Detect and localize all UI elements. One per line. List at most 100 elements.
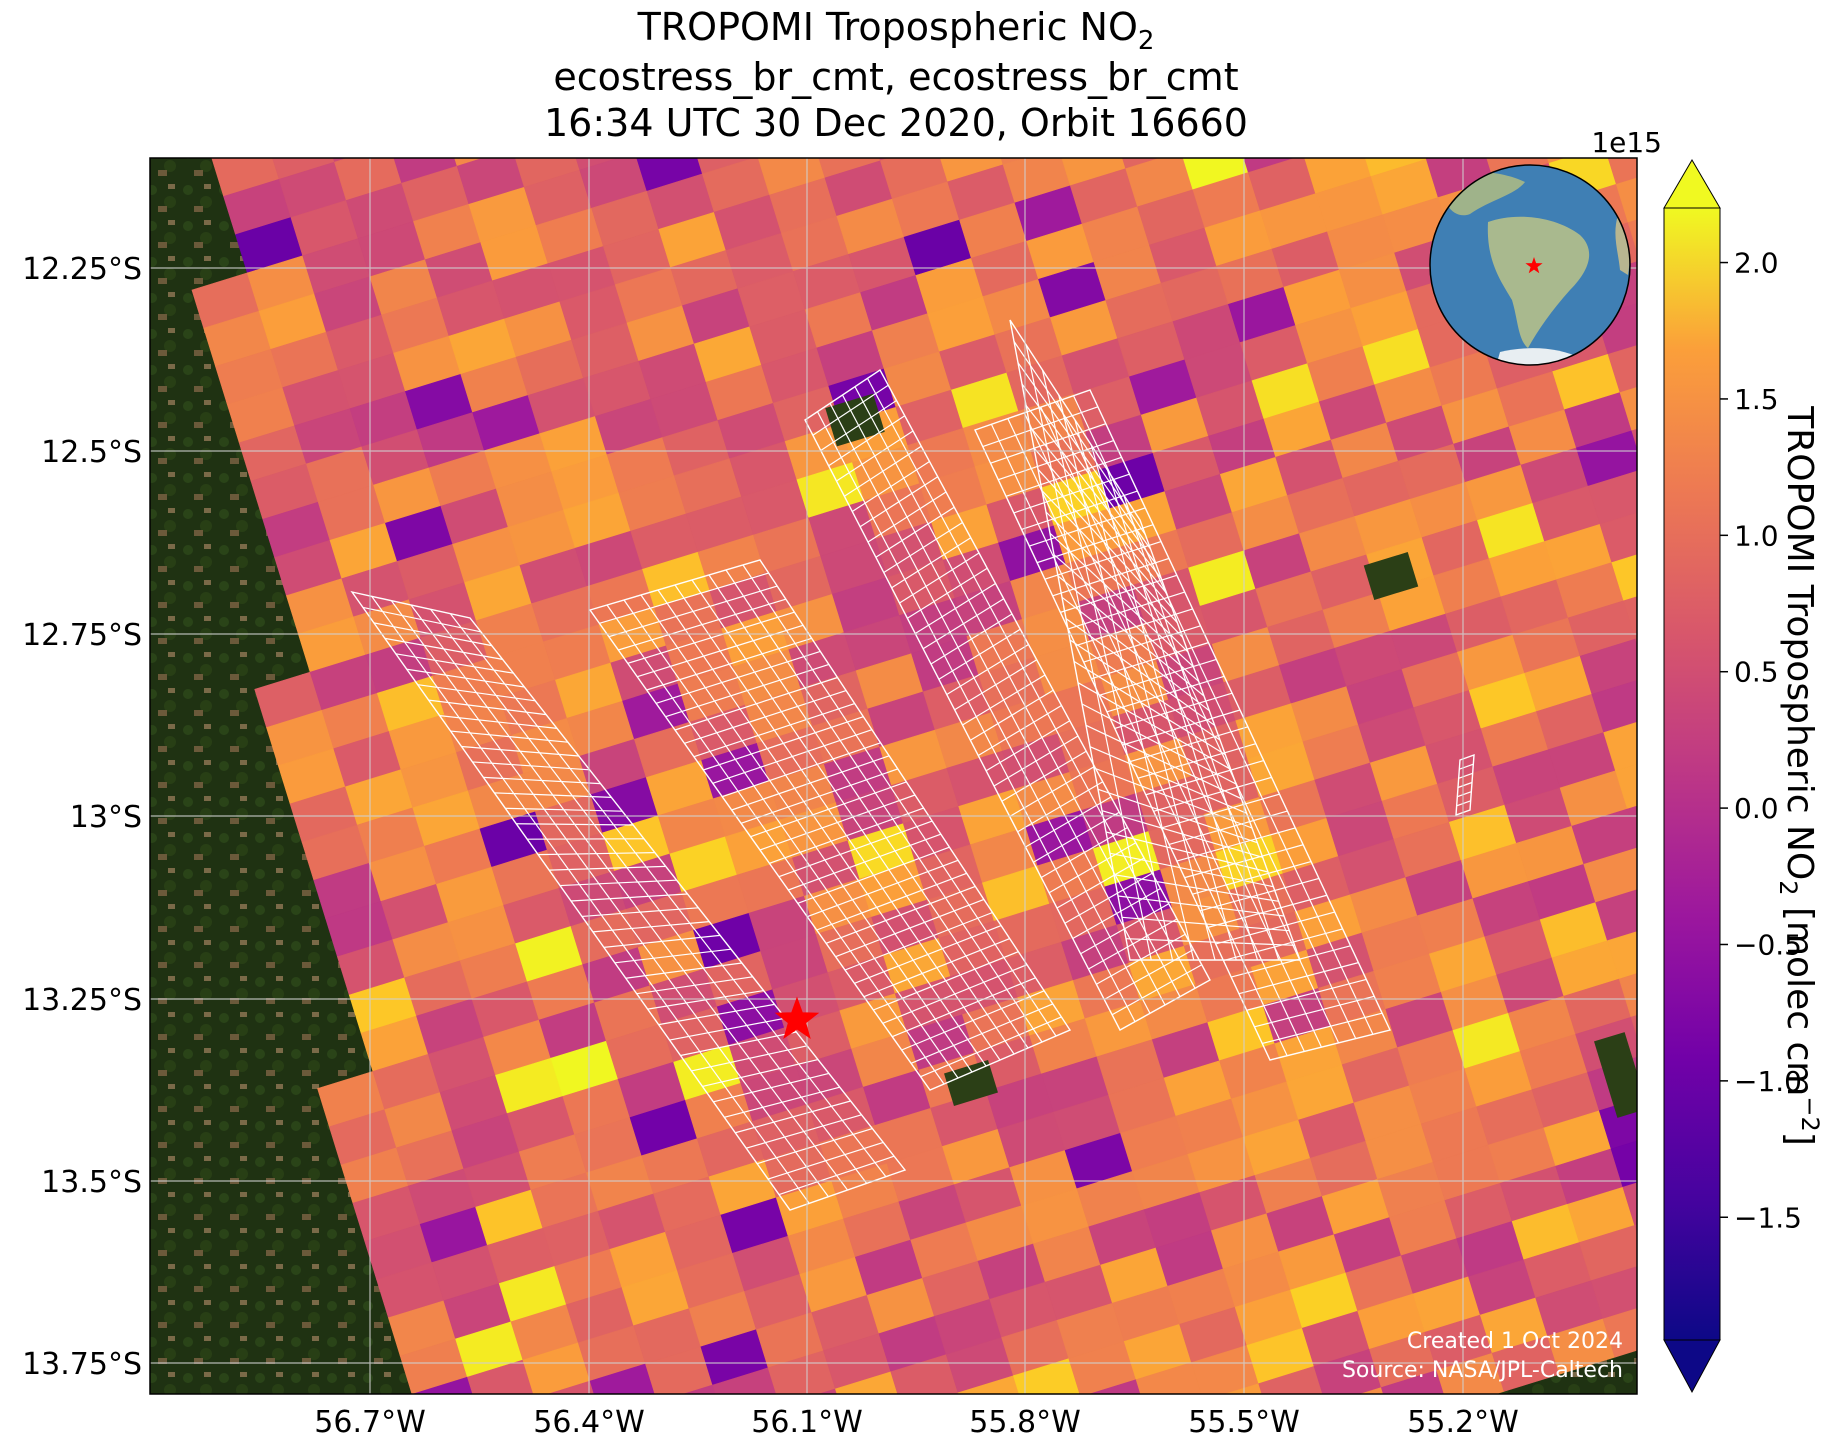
swath-mesh-line xyxy=(873,951,1019,1011)
swath-mesh-line xyxy=(1176,827,1296,862)
land-patch xyxy=(1594,1032,1637,1118)
swath-mesh-line xyxy=(1192,861,1312,895)
no2-pixel xyxy=(835,1371,898,1394)
colorbar-tick-label: −1.5 xyxy=(1734,1201,1802,1234)
no2-pixel xyxy=(1602,1308,1637,1358)
swath-mesh-line xyxy=(914,582,996,635)
swath-mesh-line xyxy=(646,637,812,691)
land-patch xyxy=(825,393,885,447)
swath-mesh-line xyxy=(844,911,993,971)
credit-created: Created 1 Oct 2024 xyxy=(1407,1329,1623,1354)
swath-mesh-line xyxy=(797,846,950,904)
swath-mesh-line xyxy=(1033,447,1173,609)
swath-mesh-line xyxy=(417,684,536,702)
no2-pixel xyxy=(1623,596,1637,640)
swath-mesh-line xyxy=(538,852,655,856)
swath-mesh-line xyxy=(1072,887,1161,940)
swath-mesh-line xyxy=(1081,703,1237,785)
x-tick-label: 56.7°W xyxy=(314,1405,425,1440)
swath-mesh-line xyxy=(1458,772,1473,779)
no2-pixel xyxy=(1595,889,1637,942)
target-star-marker[interactable] xyxy=(774,996,820,1039)
colorbar-tick-label: 1.5 xyxy=(1734,383,1779,416)
swath-mesh-line xyxy=(982,406,1099,448)
swath-mesh-line xyxy=(570,893,688,902)
swath-mesh-line xyxy=(625,962,742,979)
no2-pixel xyxy=(1578,1225,1637,1282)
swath-mesh-line xyxy=(614,948,732,964)
no2-pixel xyxy=(1627,219,1637,253)
y-axis-ticks: 12.25°S 12.5°S 12.75°S 13°S 13.25°S 13.5°S 13.… xyxy=(22,252,142,1382)
no2-pixel xyxy=(1579,638,1637,695)
no2-pixel xyxy=(1615,763,1637,810)
swath-mesh-line xyxy=(560,879,677,887)
land-patch xyxy=(944,1060,998,1106)
swath-mesh-line xyxy=(1103,948,1194,1001)
swath-mesh-line xyxy=(1105,831,1269,873)
swath-mesh-line xyxy=(759,794,916,851)
x-tick-label: 56.1°W xyxy=(751,1405,862,1440)
x-axis-ticks: 56.7°W 56.4°W 56.1°W 55.8°W 55.5°W 55.2°W xyxy=(314,1405,1518,1440)
no2-pixel xyxy=(1619,386,1637,432)
title-line-2: ecostress_br_cmt, ecostress_br_cmt xyxy=(553,55,1238,99)
no2-pixel xyxy=(1610,1140,1637,1188)
no2-pixel xyxy=(1088,1379,1141,1394)
no2-pixel xyxy=(1607,158,1637,185)
swath-mesh-line xyxy=(1238,962,1359,995)
swath-mesh-line xyxy=(807,859,959,918)
swath-mesh-line xyxy=(1025,404,1162,580)
swath-mesh-line xyxy=(993,735,1079,787)
swath-mesh-line xyxy=(1093,767,1253,829)
no2-pixel xyxy=(547,1380,595,1394)
swath-mesh-line xyxy=(938,628,1021,680)
swath-mesh-line xyxy=(788,833,942,891)
y-tick-label: 12.5°S xyxy=(41,435,142,470)
swath-mesh-line xyxy=(655,650,821,704)
swath-mesh-line xyxy=(713,1072,830,1103)
swath-mesh-line xyxy=(769,807,924,864)
no2-pixel xyxy=(1607,345,1637,393)
swath-mesh-line xyxy=(599,572,769,624)
swath-mesh-line xyxy=(828,415,906,467)
swath-mesh-line xyxy=(461,745,579,757)
map-panel[interactable]: Created 1 Oct 2024 Source: NASA/JPL-Calt… xyxy=(150,94,1711,1442)
chart-title: TROPOMI Tropospheric NO2 ecostress_br_cm… xyxy=(544,5,1248,145)
colorbar: 1e15 2.0 1.5 1.0 0.5 0.0 −0.5 −1.0 −1.5 TROPOMI… xyxy=(1591,126,1824,1394)
no2-pixel xyxy=(1591,680,1637,733)
swath-mesh-line xyxy=(669,1017,786,1041)
swath-mesh-line xyxy=(1117,895,1285,917)
no2-pixel xyxy=(1590,1266,1637,1320)
swath-mesh-line xyxy=(1091,642,1209,680)
ecostress-swath-grid xyxy=(350,319,1475,1211)
swath-mesh-line xyxy=(854,924,1002,984)
globe-south-america xyxy=(1487,216,1590,348)
swath-mesh-line xyxy=(930,613,1013,665)
swath-mesh-line xyxy=(703,716,864,771)
swath-mesh-line xyxy=(1061,596,1210,712)
colorbar-tick-label: 0.5 xyxy=(1734,656,1779,689)
swath-mesh-line xyxy=(384,637,503,660)
swath-mesh-line xyxy=(1040,826,1128,879)
no2-pixel xyxy=(1615,177,1637,223)
swath-mesh-line xyxy=(647,990,764,1010)
no2-pixel xyxy=(712,1367,777,1394)
swath-mesh-line xyxy=(684,689,847,744)
swath-mesh-line xyxy=(1231,945,1351,978)
swath-mesh-line xyxy=(1036,524,1154,564)
swath-mesh-line xyxy=(406,668,525,688)
no2-pixel xyxy=(467,1359,534,1394)
swath-mesh-line xyxy=(1125,938,1295,946)
swath-mesh-line xyxy=(516,823,634,826)
swath-mesh-line xyxy=(665,663,830,718)
swath-mesh-line xyxy=(977,704,1062,757)
swath-mesh-line xyxy=(1223,928,1343,962)
credit-source: Source: NASA/JPL-Caltech xyxy=(1342,1358,1623,1383)
no2-pixel xyxy=(817,1388,838,1394)
y-tick-label: 13.25°S xyxy=(22,983,142,1018)
swath-mesh-line xyxy=(954,659,1038,711)
swath-mesh-line xyxy=(1064,872,1153,924)
swath-mesh-line xyxy=(1021,490,1138,531)
no2-pixel xyxy=(1571,808,1637,865)
swath-mesh-line xyxy=(998,439,1114,481)
swath-mesh-line xyxy=(1096,933,1186,985)
